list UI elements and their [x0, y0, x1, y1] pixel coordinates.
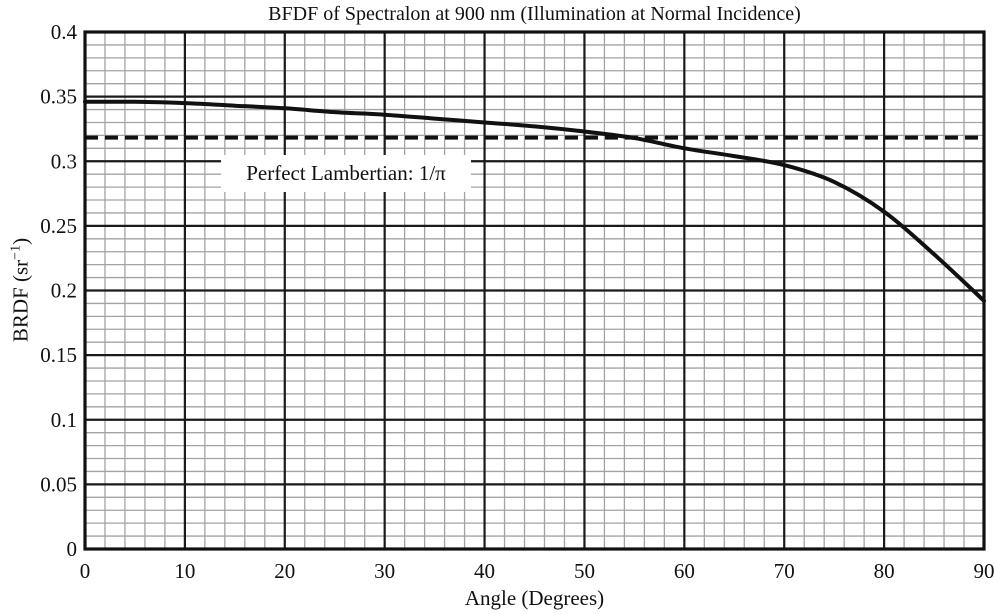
y-tick-label: 0.1 — [51, 408, 77, 432]
y-axis-label: BRDF (sr−1) — [9, 238, 34, 342]
brdf-curve — [83, 99, 986, 303]
lambertian-annotation: Perfect Lambertian: 1/π — [221, 155, 471, 192]
y-tick-label: 0.3 — [51, 149, 77, 173]
x-tick-label: 90 — [974, 559, 994, 583]
x-tick-label: 80 — [874, 559, 895, 583]
x-tick-label: 60 — [674, 559, 695, 583]
y-tick-label: 0.25 — [40, 214, 77, 238]
y-axis-label-prefix: BRDF (sr — [8, 259, 33, 343]
x-tick-label: 70 — [774, 559, 795, 583]
chart-title: BFDF of Spectralon at 900 nm (Illuminati… — [268, 3, 801, 25]
plot-border — [83, 30, 986, 551]
x-tick-label: 0 — [80, 559, 91, 583]
y-tick-label: 0 — [67, 537, 78, 561]
x-tick-label: 50 — [574, 559, 595, 583]
y-tick-label: 0.15 — [40, 343, 77, 367]
y-tick-label: 0.35 — [40, 85, 77, 109]
y-tick-label: 0.05 — [40, 472, 77, 496]
x-tick-label: 10 — [174, 559, 195, 583]
y-tick-label: 0.2 — [51, 279, 77, 303]
x-axis-label: Angle (Degrees) — [464, 586, 605, 610]
x-tick-label: 40 — [474, 559, 495, 583]
x-tick-label: 20 — [274, 559, 295, 583]
x-tick-label: 30 — [374, 559, 395, 583]
y-tick-label: 0.4 — [51, 20, 78, 44]
y-axis-label-suffix: ) — [8, 237, 33, 245]
y-axis-label-superscript: −1 — [8, 244, 24, 260]
